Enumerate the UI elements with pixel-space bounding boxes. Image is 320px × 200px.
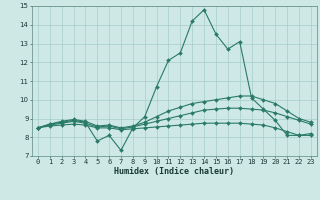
X-axis label: Humidex (Indice chaleur): Humidex (Indice chaleur) bbox=[115, 167, 234, 176]
